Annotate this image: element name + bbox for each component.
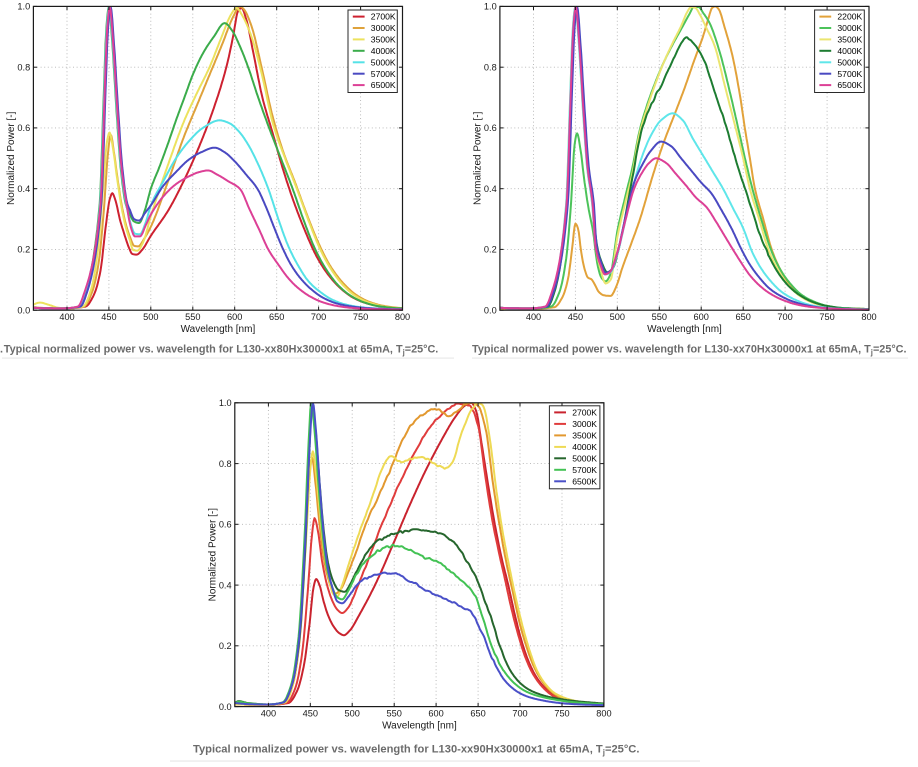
svg-text:4000K: 4000K: [837, 46, 862, 56]
svg-text:0.6: 0.6: [484, 123, 497, 133]
svg-text:4000K: 4000K: [371, 46, 396, 56]
svg-text:0.0: 0.0: [219, 702, 232, 712]
svg-text:0.6: 0.6: [219, 520, 232, 530]
svg-text:Wavelength [nm]: Wavelength [nm]: [647, 324, 722, 335]
svg-text:550: 550: [185, 312, 200, 322]
svg-text:5000K: 5000K: [837, 57, 862, 67]
svg-text:5000K: 5000K: [371, 57, 396, 67]
svg-text:450: 450: [568, 312, 583, 322]
svg-text:Wavelength [nm]: Wavelength [nm]: [181, 324, 256, 335]
svg-text:600: 600: [694, 312, 709, 322]
svg-text:750: 750: [819, 312, 834, 322]
svg-text:6500K: 6500K: [371, 80, 396, 90]
svg-text:800: 800: [861, 312, 876, 322]
svg-text:700: 700: [777, 312, 792, 322]
svg-text:0.0: 0.0: [17, 306, 30, 316]
svg-text:Normalized Power [-]: Normalized Power [-]: [472, 111, 483, 205]
svg-text:0.2: 0.2: [484, 245, 497, 255]
svg-text:650: 650: [736, 312, 751, 322]
svg-text:0.0: 0.0: [484, 306, 497, 316]
svg-text:0.8: 0.8: [219, 459, 232, 469]
svg-text:550: 550: [652, 312, 667, 322]
svg-text:400: 400: [59, 312, 74, 322]
svg-text:3500K: 3500K: [371, 35, 396, 45]
svg-text:2700K: 2700K: [371, 12, 396, 22]
svg-text:500: 500: [143, 312, 158, 322]
svg-text:400: 400: [261, 709, 276, 719]
svg-text:0.6: 0.6: [17, 123, 30, 133]
svg-text:0.2: 0.2: [17, 245, 30, 255]
svg-text:Typical normalized power vs. w: Typical normalized power vs. wavelength …: [193, 743, 639, 757]
svg-text:3000K: 3000K: [371, 23, 396, 33]
svg-text:4000K: 4000K: [572, 442, 597, 452]
svg-text:5700K: 5700K: [572, 465, 597, 475]
svg-text:5700K: 5700K: [371, 69, 396, 79]
svg-text:5700K: 5700K: [837, 69, 862, 79]
svg-text:2200K: 2200K: [837, 12, 862, 22]
svg-text:600: 600: [428, 709, 443, 719]
svg-text:Normalized Power [-]: Normalized Power [-]: [207, 508, 218, 602]
svg-text:600: 600: [227, 312, 242, 322]
svg-text:0.8: 0.8: [17, 63, 30, 73]
svg-text:650: 650: [269, 312, 284, 322]
svg-text:3500K: 3500K: [837, 35, 862, 45]
svg-text:650: 650: [470, 709, 485, 719]
svg-text:450: 450: [101, 312, 116, 322]
svg-text:450: 450: [303, 709, 318, 719]
svg-text:Wavelength [nm]: Wavelength [nm]: [382, 720, 457, 731]
svg-text:0.2: 0.2: [219, 641, 232, 651]
svg-text:0.4: 0.4: [484, 184, 497, 194]
svg-text:0.4: 0.4: [17, 184, 30, 194]
svg-text:.: .: [0, 344, 3, 356]
svg-text:750: 750: [554, 709, 569, 719]
svg-text:750: 750: [353, 312, 368, 322]
svg-text:1.0: 1.0: [484, 2, 497, 12]
svg-text:3500K: 3500K: [572, 431, 597, 441]
svg-text:6500K: 6500K: [572, 476, 597, 486]
svg-text:6500K: 6500K: [837, 80, 862, 90]
svg-text:800: 800: [596, 709, 611, 719]
svg-text:0.8: 0.8: [484, 63, 497, 73]
svg-text:2700K: 2700K: [572, 408, 597, 418]
svg-text:700: 700: [311, 312, 326, 322]
svg-text:0.4: 0.4: [219, 580, 232, 590]
svg-text:5000K: 5000K: [572, 453, 597, 463]
svg-text:3000K: 3000K: [572, 419, 597, 429]
svg-text:550: 550: [387, 709, 402, 719]
svg-text:800: 800: [395, 312, 410, 322]
svg-text:400: 400: [526, 312, 541, 322]
svg-text:Normalized Power [-]: Normalized Power [-]: [6, 111, 17, 205]
svg-text:Typical normalized power vs. w: Typical normalized power vs. wavelength …: [4, 344, 439, 358]
svg-text:500: 500: [345, 709, 360, 719]
svg-text:Typical normalized power vs. w: Typical normalized power vs. wavelength …: [472, 344, 907, 358]
svg-text:700: 700: [512, 709, 527, 719]
svg-text:3000K: 3000K: [837, 23, 862, 33]
svg-text:1.0: 1.0: [219, 398, 232, 408]
svg-text:1.0: 1.0: [17, 2, 30, 12]
svg-text:500: 500: [610, 312, 625, 322]
